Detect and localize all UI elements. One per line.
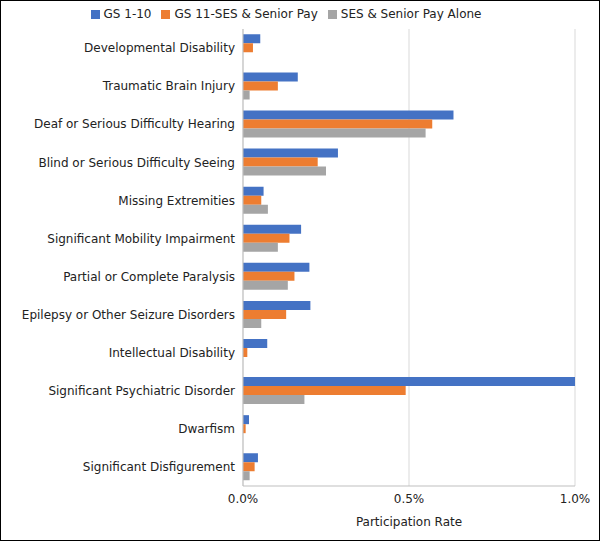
html-text:GS 1-10: GS 1-10 <box>103 7 152 21</box>
svg-text:Missing Extremities: Missing Extremities <box>118 194 235 208</box>
html-text:SES & Senior Pay Alone: SES & Senior Pay Alone <box>340 7 482 21</box>
svg-text:Significant Disfigurement: Significant Disfigurement <box>83 460 235 474</box>
svg-text:Deaf or Serious Difficulty Hea: Deaf or Serious Difficulty Hearing <box>34 117 235 131</box>
svg-text:Epilepsy or Other Seizure Diso: Epilepsy or Other Seizure Disorders <box>22 308 235 322</box>
html-text:GS 11-SES & Senior Pay: GS 11-SES & Senior Pay <box>174 7 318 21</box>
svg-text:Participation Rate: Participation Rate <box>356 515 462 529</box>
svg-text:Dwarfism: Dwarfism <box>178 422 235 436</box>
svg-text:Traumatic Brain Injury: Traumatic Brain Injury <box>102 79 235 93</box>
svg-text:Intellectual Disability: Intellectual Disability <box>109 346 235 360</box>
svg-text:0.0%: 0.0% <box>228 492 259 506</box>
svg-text:Blind or Serious Difficulty Se: Blind or Serious Difficulty Seeing <box>38 156 235 170</box>
svg-text:0.5%: 0.5% <box>394 492 425 506</box>
svg-text:Significant Psychiatric Disord: Significant Psychiatric Disorder <box>48 384 235 398</box>
svg-text:Significant Mobility Impairmen: Significant Mobility Impairment <box>47 232 235 246</box>
svg-text:Developmental Disability: Developmental Disability <box>84 41 235 55</box>
svg-text:1.0%: 1.0% <box>560 492 591 506</box>
svg-text:Partial or Complete Paralysis: Partial or Complete Paralysis <box>63 270 235 284</box>
